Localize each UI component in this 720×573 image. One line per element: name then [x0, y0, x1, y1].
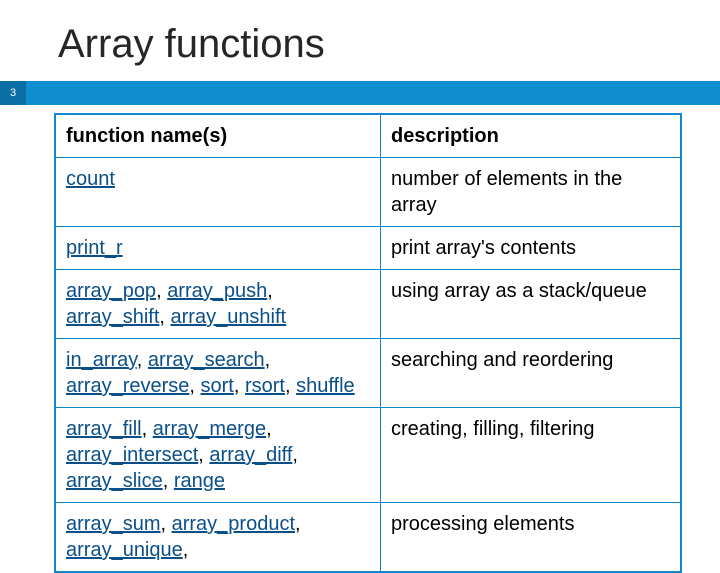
- table-row: in_array, array_search, array_reverse, s…: [55, 339, 681, 408]
- function-link[interactable]: array_merge: [153, 418, 266, 440]
- function-link[interactable]: array_sum: [66, 513, 160, 535]
- function-link[interactable]: array_reverse: [66, 375, 189, 397]
- function-link[interactable]: array_product: [172, 513, 295, 535]
- table-row: array_pop, array_push, array_shift, arra…: [55, 270, 681, 339]
- function-link[interactable]: in_array: [66, 349, 137, 371]
- cell-functions: array_pop, array_push, array_shift, arra…: [55, 270, 381, 339]
- cell-functions: count: [55, 158, 381, 227]
- cell-description: print array's contents: [381, 227, 681, 270]
- col-header-name: function name(s): [55, 114, 381, 158]
- table-row: array_fill, array_merge, array_intersect…: [55, 408, 681, 503]
- function-link[interactable]: array_unshift: [171, 306, 287, 328]
- cell-description: searching and reordering: [381, 339, 681, 408]
- function-link[interactable]: array_search: [148, 349, 265, 371]
- cell-description: using array as a stack/queue: [381, 270, 681, 339]
- function-link[interactable]: array_pop: [66, 280, 156, 302]
- cell-functions: print_r: [55, 227, 381, 270]
- table-row: array_sum, array_product, array_unique,p…: [55, 503, 681, 573]
- table-body: countnumber of elements in the arrayprin…: [55, 158, 681, 573]
- cell-description: processing elements: [381, 503, 681, 573]
- cell-functions: array_fill, array_merge, array_intersect…: [55, 408, 381, 503]
- function-link[interactable]: array_unique: [66, 539, 183, 561]
- page-number: 3: [0, 81, 26, 105]
- function-link[interactable]: array_intersect: [66, 444, 198, 466]
- function-link[interactable]: range: [174, 470, 225, 492]
- accent-band: 3: [0, 81, 720, 105]
- function-link[interactable]: shuffle: [296, 375, 355, 397]
- cell-functions: in_array, array_search, array_reverse, s…: [55, 339, 381, 408]
- functions-table: function name(s) description count number…: [54, 113, 682, 573]
- cell-description: number of elements in the array: [381, 158, 681, 227]
- function-link[interactable]: count: [66, 168, 115, 190]
- function-link[interactable]: print_r: [66, 237, 123, 259]
- function-link[interactable]: rsort: [245, 375, 285, 397]
- table-row: count number of elements in the array: [55, 158, 681, 227]
- function-link[interactable]: sort: [201, 375, 234, 397]
- function-link[interactable]: array_push: [167, 280, 267, 302]
- function-link[interactable]: array_fill: [66, 418, 142, 440]
- function-link[interactable]: array_slice: [66, 470, 163, 492]
- function-link[interactable]: array_diff: [209, 444, 292, 466]
- content-area: function name(s) description count number…: [0, 105, 720, 573]
- cell-functions: array_sum, array_product, array_unique,: [55, 503, 381, 573]
- cell-description: creating, filling, filtering: [381, 408, 681, 503]
- col-header-desc: description: [381, 114, 681, 158]
- function-link[interactable]: array_shift: [66, 306, 159, 328]
- table-row: print_r print array's contents: [55, 227, 681, 270]
- slide-title: Array functions: [0, 0, 720, 81]
